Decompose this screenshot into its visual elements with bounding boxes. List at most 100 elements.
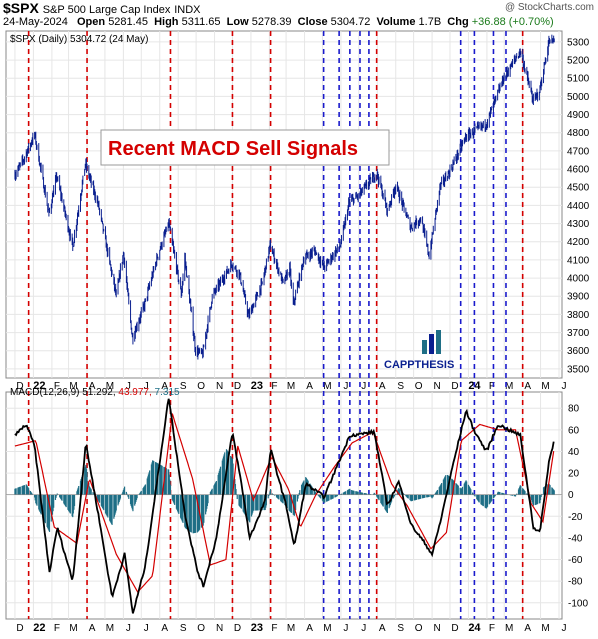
close-value: 5304.72	[330, 16, 371, 28]
price-xtick-label: J	[361, 381, 366, 392]
chg-value: +36.88 (+0.70%)	[471, 16, 554, 28]
date: 24-May-2024	[3, 16, 68, 28]
macd-ytick-label: -100	[568, 598, 588, 609]
price-xtick-label: O	[415, 381, 423, 392]
macd-xtick-label: M	[69, 623, 77, 634]
price-ytick-label: 4000	[567, 274, 590, 285]
price-xtick-label: J	[343, 381, 348, 392]
price-ytick-label: 4900	[567, 110, 590, 121]
macd-xtick-label: 23	[251, 622, 263, 634]
price-ytick-label: 4800	[567, 128, 590, 139]
price-xtick-label: F	[271, 381, 277, 392]
price-ytick-label: 4400	[567, 201, 590, 212]
macd-xtick-label: F	[54, 623, 60, 634]
macd-xtick-label: 24	[468, 622, 481, 634]
brand-text: CAPPTHESIS	[384, 359, 454, 371]
price-ytick-label: 4100	[567, 255, 590, 266]
high-value: 5311.65	[181, 16, 221, 28]
price-legend: $SPX (Daily) 5304.72 (24 May)	[10, 34, 148, 45]
price-xtick-label: D	[234, 381, 241, 392]
macd-ytick-label: -80	[568, 577, 583, 588]
macd-ytick-label: 60	[568, 425, 580, 436]
chg-label: Chg	[447, 16, 469, 28]
price-xtick-label: M	[505, 381, 513, 392]
volume-value: 1.7B	[418, 16, 442, 28]
macd-xtick-label: M	[505, 623, 513, 634]
macd-ytick-label: 20	[568, 469, 580, 480]
price-ytick-label: 5000	[567, 92, 590, 103]
low-label: Low	[226, 16, 249, 28]
brand-mark-bar	[422, 340, 427, 354]
signal-line	[14, 413, 555, 594]
macd-xtick-label: A	[379, 623, 386, 634]
macd-xtick-label: D	[234, 623, 241, 634]
price-xtick-label: S	[180, 381, 187, 392]
brand-mark-bar	[436, 330, 441, 354]
price-ytick-label: 4700	[567, 146, 590, 157]
macd-ytick-label: 0	[568, 490, 574, 501]
price-xtick-label: 23	[251, 380, 263, 392]
macd-legend-item: 7.315	[152, 387, 180, 398]
price-ytick-label: 3800	[567, 310, 590, 321]
open-value: 5281.45	[108, 16, 148, 28]
exchange: INDX	[174, 4, 201, 16]
macd-xtick-label: A	[89, 623, 96, 634]
open-label: Open	[77, 16, 106, 28]
macd-xtick-label: J	[361, 623, 366, 634]
price-xtick-label: M	[541, 381, 549, 392]
macd-legend: MACD(12,26,9) 51.292, 43.977, 7.315	[10, 387, 180, 398]
macd-ytick-label: -60	[568, 555, 583, 566]
price-ytick-label: 4600	[567, 165, 590, 176]
macd-xtick-label: D	[16, 623, 23, 634]
macd-legend-item: 51.292,	[79, 387, 115, 398]
index-name: S&P 500 Large Cap Index	[42, 4, 171, 16]
macd-xtick-label: 22	[33, 622, 45, 634]
macd-xtick-label: J	[144, 623, 149, 634]
close-label: Close	[297, 16, 328, 28]
price-ytick-label: 4300	[567, 219, 590, 230]
price-ytick-label: 4200	[567, 237, 590, 248]
price-xtick-label: A	[524, 381, 531, 392]
macd-ytick-label: 80	[568, 404, 580, 415]
macd-legend-item: 43.977,	[116, 387, 152, 398]
price-xtick-label: M	[323, 381, 331, 392]
price-ytick-label: 5100	[567, 74, 590, 85]
price-xtick-label: M	[106, 381, 114, 392]
macd-line	[14, 398, 555, 614]
macd-xtick-label: F	[271, 623, 277, 634]
price-ytick-label: 3600	[567, 346, 590, 357]
price-ytick-label: 5300	[567, 37, 590, 48]
callout-box	[100, 129, 390, 166]
price-ytick-label: 4500	[567, 183, 590, 194]
macd-xtick-label: O	[197, 623, 205, 634]
price-xtick-label: A	[306, 381, 313, 392]
price-xtick-label: F	[489, 381, 495, 392]
macd-ytick-label: 40	[568, 447, 580, 458]
macd-xtick-label: O	[415, 623, 423, 634]
macd-xtick-label: N	[433, 623, 440, 634]
brand-mark-bar	[429, 334, 434, 354]
low-value: 5278.39	[251, 16, 292, 28]
price-xtick-label: A	[89, 381, 96, 392]
price-xtick-label: A	[379, 381, 386, 392]
price-xtick-label: M	[287, 381, 295, 392]
macd-xtick-label: F	[489, 623, 495, 634]
price-series	[14, 34, 555, 360]
macd-ytick-label: -40	[568, 533, 583, 544]
price-xtick-label: N	[216, 381, 223, 392]
price-xtick-label: A	[161, 381, 168, 392]
watermark: @ StockCharts.com	[504, 2, 594, 13]
price-xtick-label: D	[451, 381, 458, 392]
ohlc-row: 24-May-2024 Open 5281.45 High 5311.65 Lo…	[3, 16, 554, 28]
price-ytick-label: 3700	[567, 328, 590, 339]
macd-xtick-label: S	[180, 623, 187, 634]
macd-xtick-label: M	[287, 623, 295, 634]
price-xtick-label: J	[144, 381, 149, 392]
macd-xtick-label: D	[451, 623, 458, 634]
macd-xtick-label: J	[562, 623, 567, 634]
macd-xtick-label: A	[306, 623, 313, 634]
price-xtick-label: S	[397, 381, 404, 392]
price-xtick-label: 22	[33, 380, 45, 392]
